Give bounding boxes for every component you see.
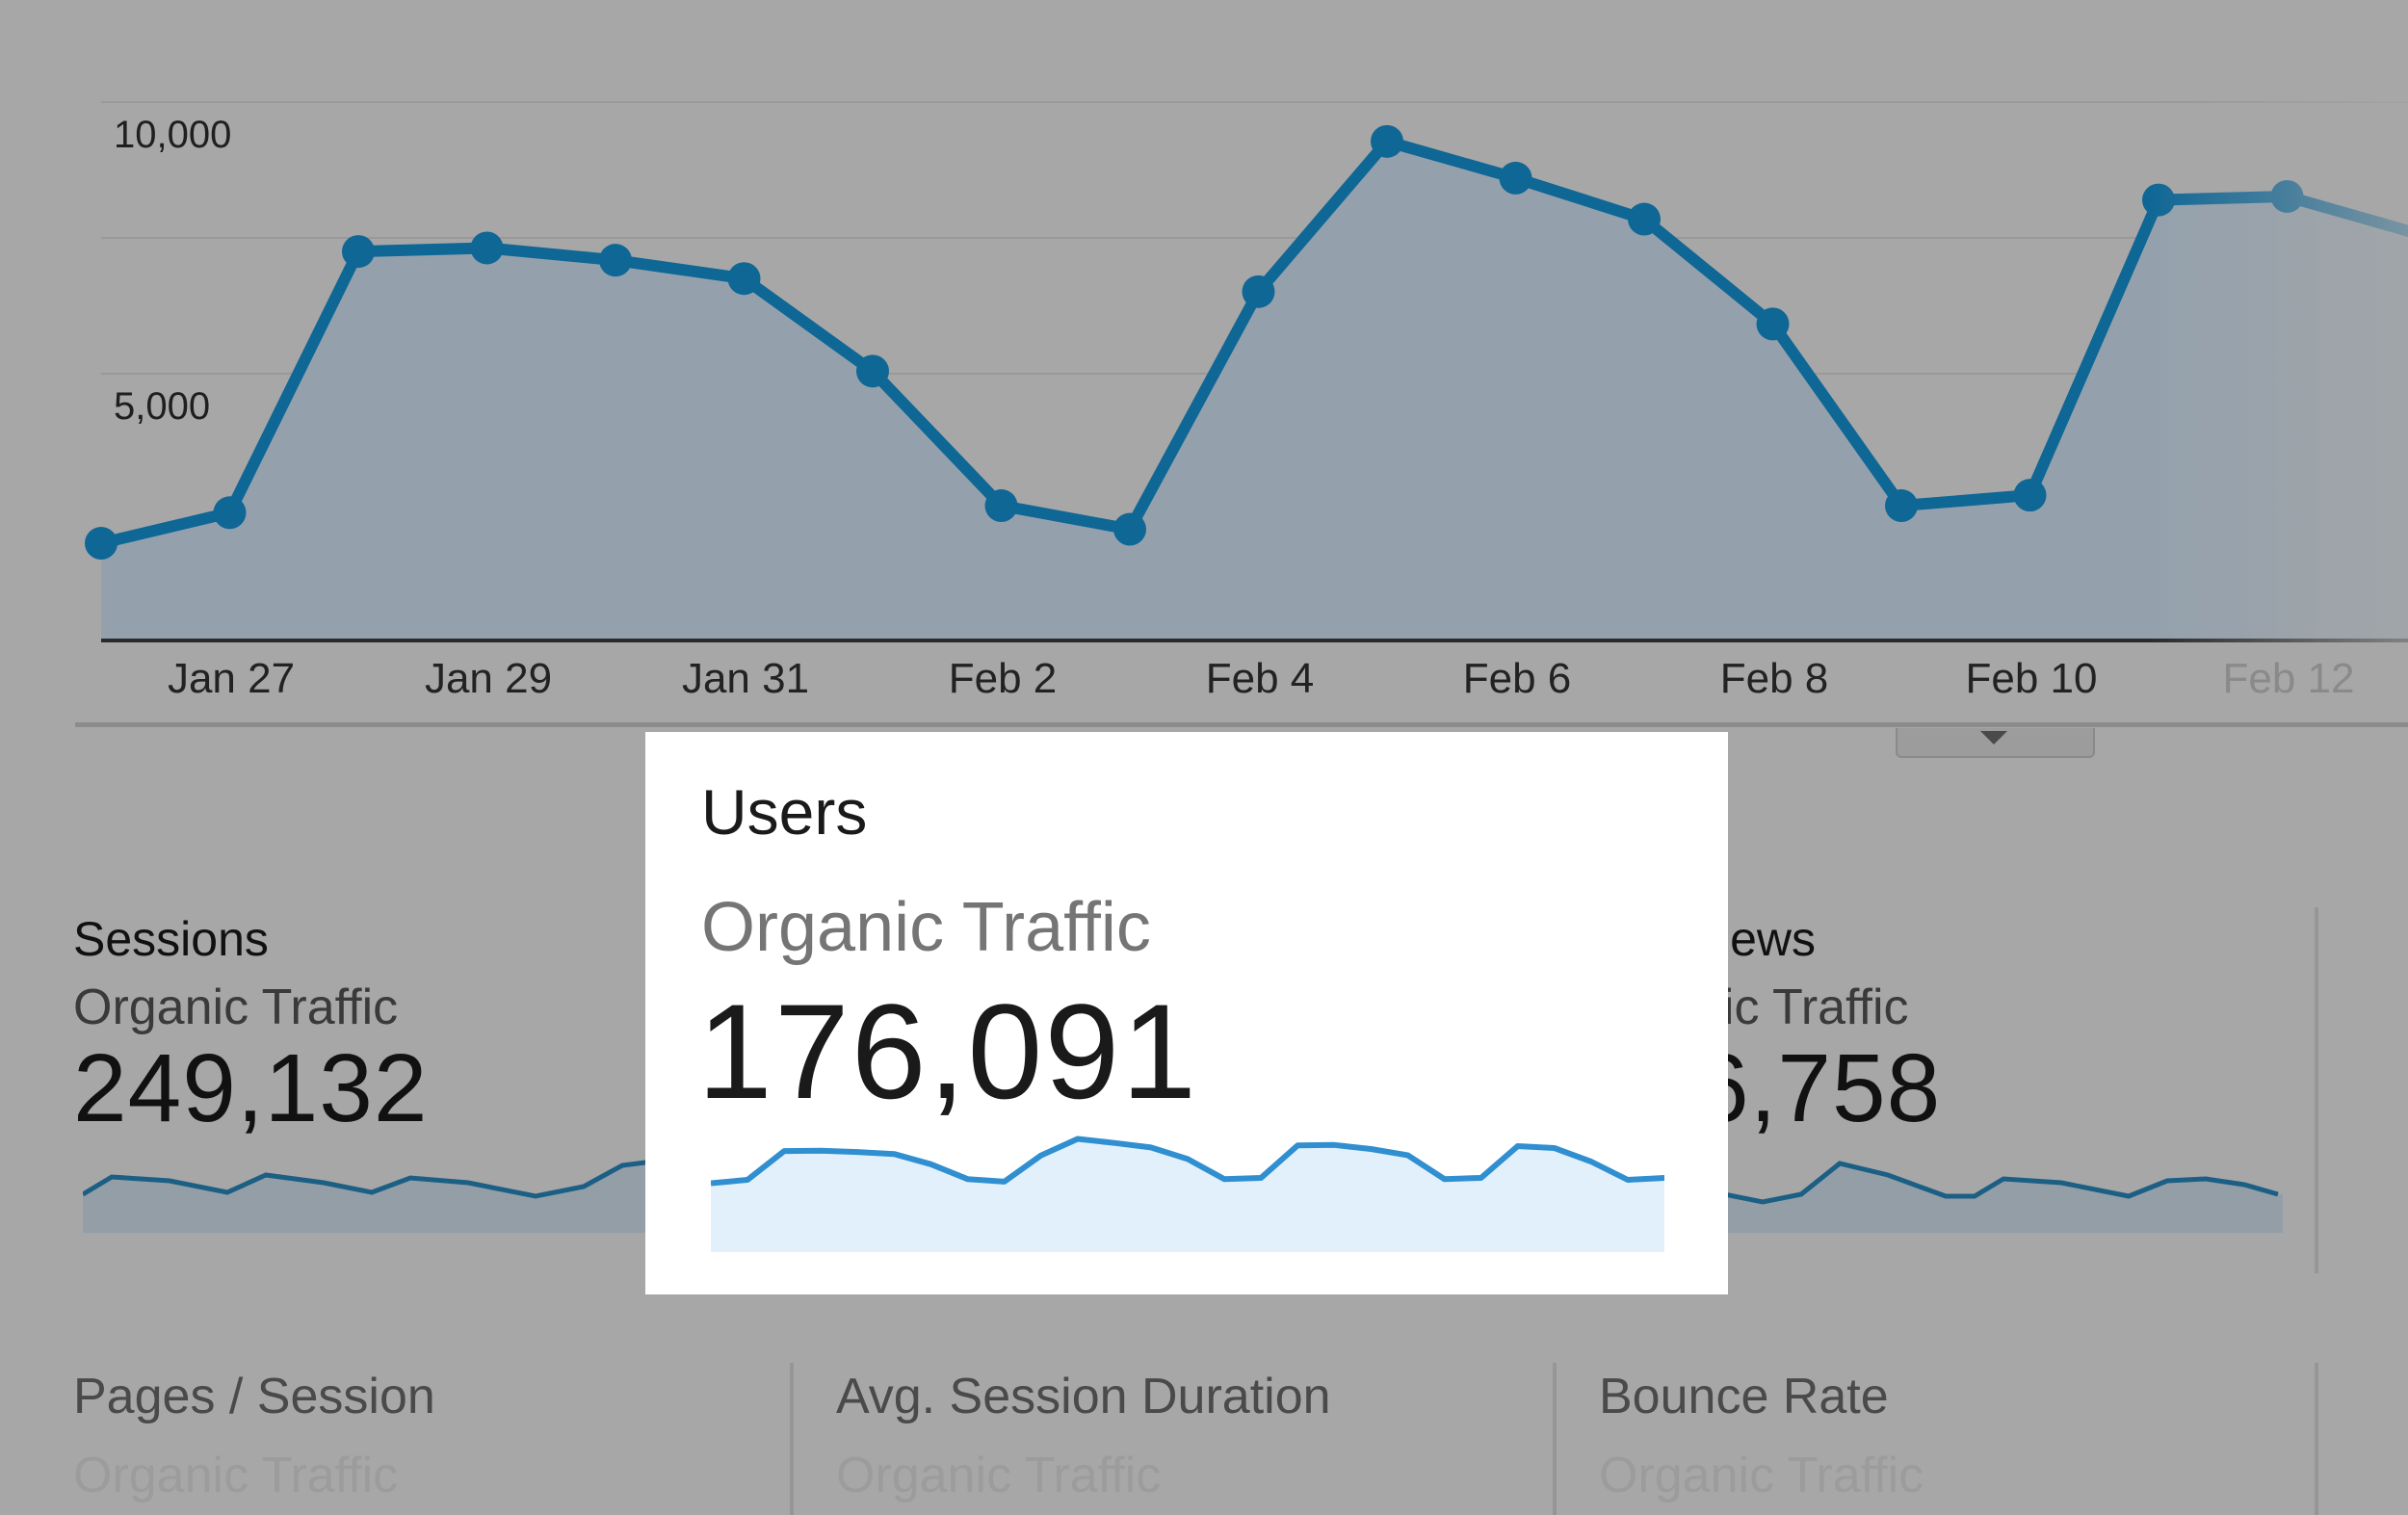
metric-sessions[interactable]: Sessions Organic Traffic 249,132 xyxy=(73,911,428,1136)
data-point-jan-28[interactable] xyxy=(342,235,375,269)
sessions-sparkline-line xyxy=(83,1158,661,1199)
data-point-jan-27[interactable] xyxy=(213,496,247,530)
metric-segment: Organic Traffic xyxy=(73,980,399,1035)
x-tick-feb-8: Feb 8 xyxy=(1719,655,1829,702)
data-point-feb-10[interactable] xyxy=(2013,479,2047,512)
metric-avg-session-duration-segment: Organic Traffic xyxy=(836,1448,1162,1503)
metric-divider-1 xyxy=(790,1363,794,1515)
x-tick-feb-10: Feb 10 xyxy=(1965,655,2098,702)
caret-down-icon xyxy=(1980,731,2007,744)
chart-expand-handle[interactable] xyxy=(1896,728,2095,758)
data-point-feb-7[interactable] xyxy=(1628,202,1661,236)
pageviews-sparkline xyxy=(1724,1161,2283,1233)
y-tick-10000: 10,000 xyxy=(114,114,232,156)
x-tick-jan-31: Jan 31 xyxy=(681,655,810,702)
metric-divider-3 xyxy=(2315,1363,2318,1515)
metric-value: 249,132 xyxy=(73,1034,429,1142)
pageviews-sparkline-line xyxy=(1724,1161,2279,1205)
chart-area-fill xyxy=(101,141,2408,640)
data-point-feb-4[interactable] xyxy=(1242,274,1275,308)
metric-bounce-rate-title[interactable]: Bounce Rate xyxy=(1599,1369,1889,1424)
sessions-sparkline-path xyxy=(83,1161,661,1233)
y-tick-5000: 5,000 xyxy=(114,385,211,428)
data-point-jan-31[interactable] xyxy=(727,262,761,296)
data-point-feb-5[interactable] xyxy=(1371,124,1403,158)
data-point-jan-30[interactable] xyxy=(599,244,632,277)
metric-title: Sessions xyxy=(73,912,269,966)
x-tick-feb-2: Feb 2 xyxy=(948,655,1058,702)
users-sparkline xyxy=(711,1136,1664,1252)
data-point-jan-26[interactable] xyxy=(85,527,118,561)
x-tick-feb-4: Feb 4 xyxy=(1205,655,1315,702)
sparkline-line xyxy=(711,1136,1664,1187)
pageviews-sparkline-path xyxy=(1724,1163,2283,1233)
metric-title: Users xyxy=(701,776,868,848)
x-tick-feb-12: Feb 12 xyxy=(2222,655,2355,702)
data-point-feb-1[interactable] xyxy=(856,354,889,388)
data-point-feb-8[interactable] xyxy=(1756,307,1790,341)
metric-value: 176,091 xyxy=(697,976,1199,1127)
users-line-chart xyxy=(85,0,2408,655)
data-point-feb-6[interactable] xyxy=(1499,161,1532,195)
metric-divider-2 xyxy=(1553,1363,1557,1515)
data-point-feb-2[interactable] xyxy=(984,489,1018,523)
metrics-right-divider xyxy=(2315,907,2318,1273)
metric-value: 6,758 xyxy=(1695,1034,1942,1142)
data-point-jan-29[interactable] xyxy=(470,231,504,265)
sparkline-fill xyxy=(711,1138,1664,1252)
metric-title: views xyxy=(1695,912,1817,966)
metric-avg-session-duration-title[interactable]: Avg. Session Duration xyxy=(836,1369,1331,1424)
metric-pageviews[interactable]: views nic Traffic 6,758 xyxy=(1695,911,1941,1136)
metric-pages-per-session-segment: Organic Traffic xyxy=(73,1448,399,1503)
data-point-feb-9[interactable] xyxy=(1885,489,1918,523)
x-tick-jan-29: Jan 29 xyxy=(424,655,553,702)
x-tick-jan-27: Jan 27 xyxy=(167,655,296,702)
x-tick-feb-6: Feb 6 xyxy=(1462,655,1572,702)
sessions-sparkline xyxy=(83,1158,661,1233)
metric-segment: nic Traffic xyxy=(1695,980,1909,1035)
data-point-feb-3[interactable] xyxy=(1113,512,1146,546)
users-metric-card[interactable]: Users Organic Traffic 176,091 xyxy=(645,732,1728,1294)
metric-pages-per-session-title[interactable]: Pages / Session xyxy=(73,1369,435,1424)
metric-segment: Organic Traffic xyxy=(701,889,1151,966)
metric-bounce-rate-segment: Organic Traffic xyxy=(1599,1448,1924,1503)
chart-right-fade xyxy=(2148,0,2408,655)
chart-bottom-rule xyxy=(75,722,2408,727)
